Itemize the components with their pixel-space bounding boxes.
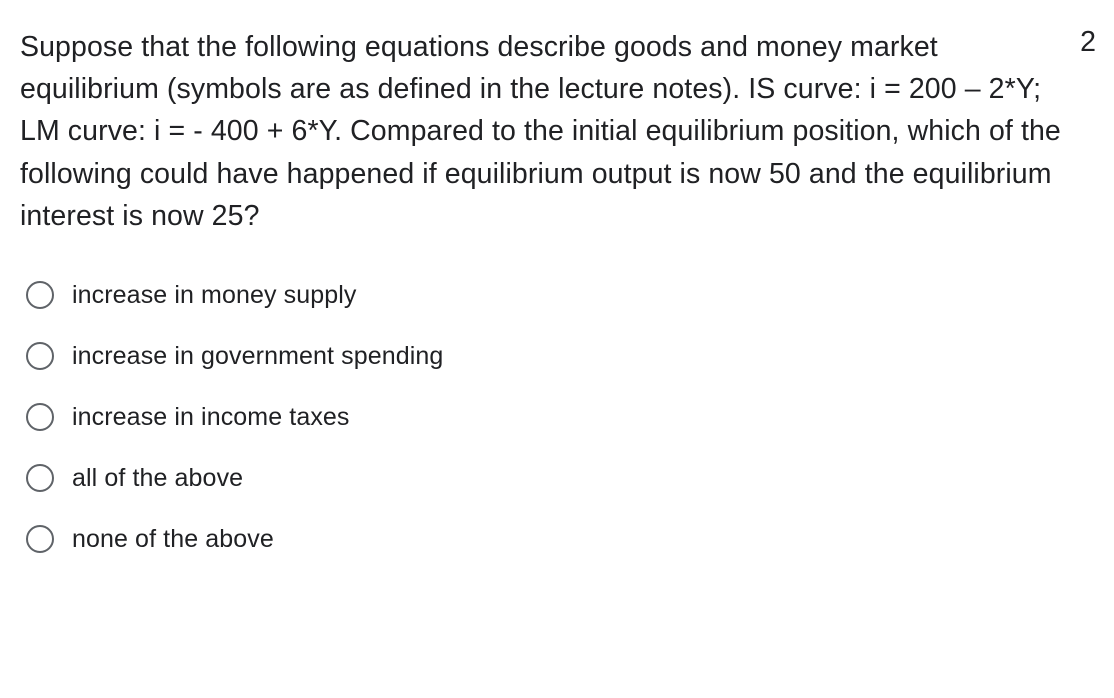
option-label: increase in money supply [72,281,357,310]
question-page: Suppose that the following equations des… [0,0,1114,554]
question-text: Suppose that the following equations des… [20,26,1076,237]
option-label: increase in government spending [72,342,443,371]
options-group: increase in money supply increase in gov… [20,281,1096,554]
radio-icon [26,525,54,553]
option-label: increase in income taxes [72,403,350,432]
question-row: Suppose that the following equations des… [20,26,1096,237]
option-label: all of the above [72,464,243,493]
option-1[interactable]: increase in government spending [26,342,1096,371]
radio-icon [26,464,54,492]
option-3[interactable]: all of the above [26,464,1096,493]
question-points: 2 [1076,26,1096,59]
option-label: none of the above [72,525,274,554]
radio-icon [26,342,54,370]
option-0[interactable]: increase in money supply [26,281,1096,310]
option-4[interactable]: none of the above [26,525,1096,554]
option-2[interactable]: increase in income taxes [26,403,1096,432]
radio-icon [26,403,54,431]
radio-icon [26,281,54,309]
